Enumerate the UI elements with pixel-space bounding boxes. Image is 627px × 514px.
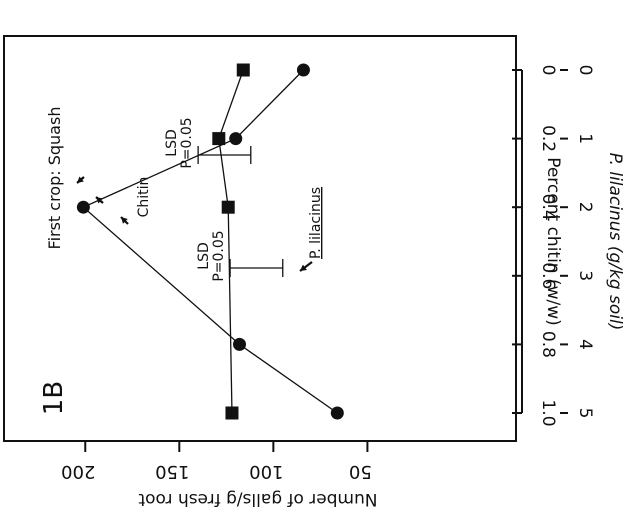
galls-tick-label: 50 <box>349 461 372 482</box>
chitin-tick-label: 0 <box>538 65 558 76</box>
chitin-point <box>229 132 243 146</box>
arrow-head-icon <box>96 197 103 204</box>
chitin-axis-title: Percent chitin (w/w) <box>543 157 563 326</box>
lsd-p-label: P=0.05 <box>179 117 195 168</box>
plilacinus-tick-label: 0 <box>575 65 595 76</box>
axes: 0 0.2 0.4 0.6 0.8 1.0 0 1 2 3 4 5 50 100 150 200 <box>61 65 595 482</box>
galls-axis-title: Number of galls/g fresh root <box>138 489 377 509</box>
chitin-point <box>296 63 310 77</box>
plilacinus-point <box>212 132 226 146</box>
plilacinus-tick-label: 2 <box>575 202 595 213</box>
plilacinus-point <box>221 200 235 214</box>
lsd-label: LSD <box>196 242 212 269</box>
galls-tick-label: 200 <box>61 461 95 482</box>
arrow-head-icon <box>77 176 84 183</box>
panel-label: 1B <box>39 381 69 415</box>
chitin-point <box>233 337 246 351</box>
chitin-tick-label: 0.2 <box>538 125 558 152</box>
plilacinus-series-line <box>218 69 244 414</box>
lsd-p-label: P=0.05 <box>211 230 227 281</box>
galls-tick-label: 100 <box>249 461 283 482</box>
galls-tick-label: 150 <box>155 461 189 482</box>
plilacinus-annotation: P. lilacinus <box>308 187 324 259</box>
plilacinus-point <box>236 63 250 77</box>
arrow-head-icon <box>121 217 128 224</box>
marks <box>76 63 344 420</box>
chitin-tick-label: 0.8 <box>538 331 558 358</box>
plot-frame <box>3 35 517 442</box>
chitin-tick-label: 0.4 <box>538 194 558 221</box>
chitin-point <box>330 406 344 420</box>
plilacinus-tick-label: 4 <box>575 339 595 350</box>
lsd-label: LSD <box>164 129 180 156</box>
plilacinus-tick-label: 3 <box>575 270 595 281</box>
chitin-point <box>76 200 90 214</box>
plilacinus-tick-label: 1 <box>575 133 595 144</box>
arrow-head-icon <box>300 264 307 271</box>
labels: Percent chitin (w/w) P. lilacinus (g/kg s… <box>39 107 625 509</box>
chitin-tick-label: 1.0 <box>538 399 558 426</box>
chitin-annotation: Chitin <box>136 177 152 218</box>
plilacinus-axis-title: P. lilacinus (g/kg soil) <box>605 153 625 331</box>
chitin-tick-label: 0.6 <box>538 262 558 289</box>
crop-annotation: First crop: Squash <box>45 107 64 250</box>
plilacinus-point <box>225 406 239 420</box>
plilacinus-tick-label: 5 <box>575 408 595 419</box>
